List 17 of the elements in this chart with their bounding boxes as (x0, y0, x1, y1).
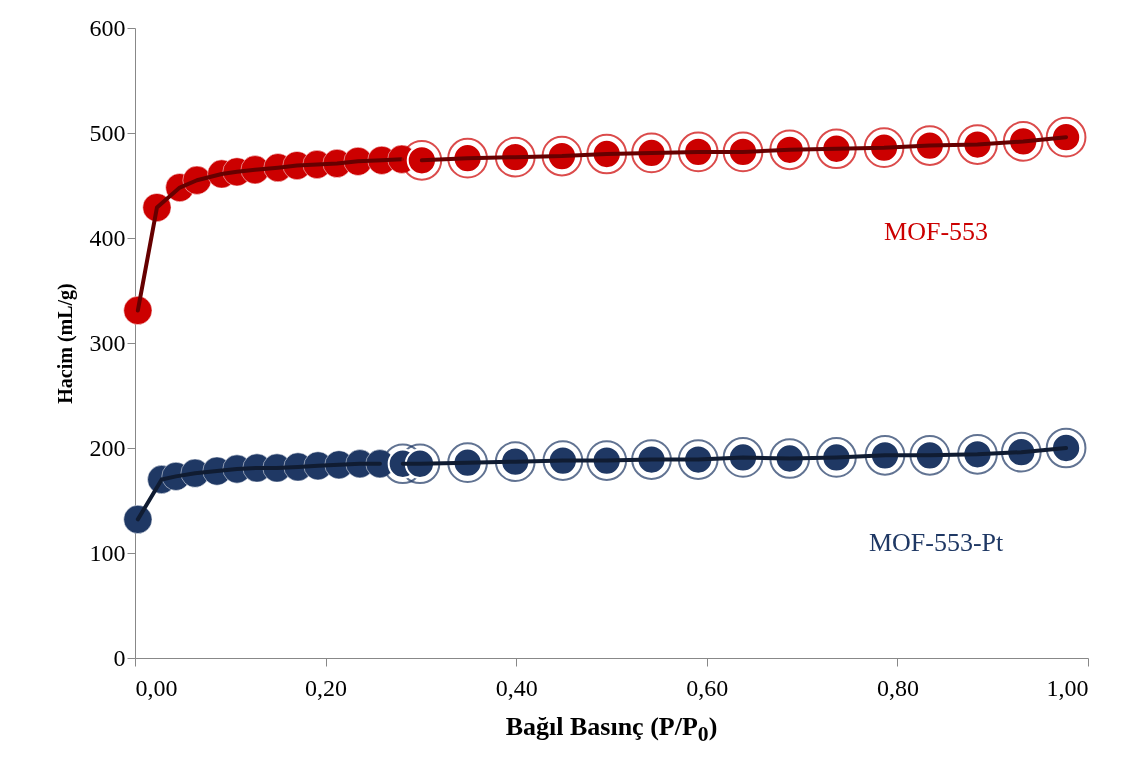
x-tick-label: 1,00 (1046, 674, 1089, 701)
y-tick-label: 400 (89, 224, 126, 251)
text: MOF-553-Pt (868, 528, 1005, 557)
text: MOF-553 (884, 217, 989, 247)
x-tick-label: 0,80 (876, 674, 919, 701)
x-axis-title: Bağıl Basınç (P/P$_{0}$) (504, 712, 719, 748)
x-tick-label: 0,00 (135, 674, 178, 701)
y-tick-label: 300 (89, 329, 126, 356)
y-tick-label: 500 (89, 119, 126, 146)
x-tick-label: 0,40 (495, 674, 538, 701)
x-tick-label: 0,20 (305, 674, 348, 701)
y-tick-label: 600 (89, 14, 126, 41)
y-axis-title: Hacim (mL/g) (53, 283, 77, 404)
x-tick-label: 0,60 (686, 674, 729, 701)
y-tick-label: 0 (113, 644, 126, 671)
y-tick-label: 200 (89, 434, 126, 461)
y-tick-label: 100 (89, 539, 126, 566)
